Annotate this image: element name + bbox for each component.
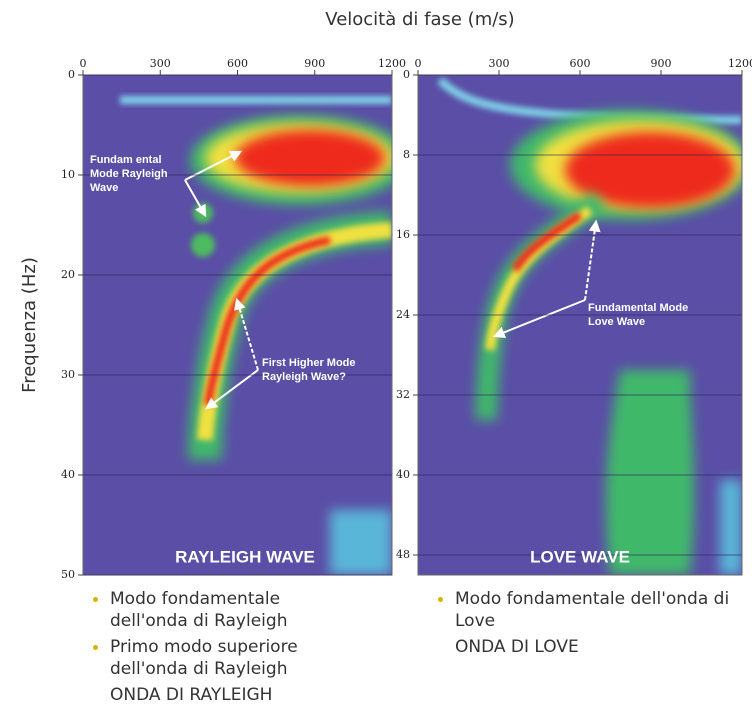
y-tick-label: 8	[403, 148, 410, 161]
panel-title: RAYLEIGH WAVE	[175, 547, 315, 566]
y-axis-title: Frequenza (Hz)	[19, 257, 40, 393]
x-tick-label: 900	[651, 57, 672, 70]
y-tick-label: 20	[61, 268, 75, 281]
spectrum-image	[418, 75, 742, 575]
annotation: Fundamental Mode	[588, 302, 688, 314]
y-tick-label: 48	[396, 548, 410, 561]
caption-label: ONDA DI RAYLEIGH	[110, 685, 273, 705]
caption-label: ONDA DI LOVE	[455, 637, 579, 657]
y-tick-label: 40	[396, 468, 410, 481]
caption: Modo fondamentale dell'onda di Love ONDA…	[433, 588, 733, 658]
x-tick-label: 600	[570, 57, 591, 70]
x-tick-label: 0	[80, 57, 87, 70]
x-tick-label: 900	[304, 57, 325, 70]
caption-item: Primo modo superiore dell'onda di Raylei…	[88, 636, 358, 680]
y-tick-label: 50	[61, 568, 75, 581]
y-tick-label: 32	[396, 388, 410, 401]
x-axis-title: Velocità di fase (m/s)	[325, 9, 514, 30]
annotation: Fundam ental	[90, 154, 162, 166]
x-tick-label: 600	[227, 57, 248, 70]
x-tick-label: 300	[489, 57, 510, 70]
annotation: Wave	[90, 182, 118, 194]
y-tick-label: 10	[61, 168, 75, 181]
y-tick-label: 24	[396, 308, 410, 321]
y-tick-label: 16	[396, 228, 410, 241]
annotation: Rayleigh Wave?	[262, 371, 346, 383]
annotation: Love Wave	[588, 316, 645, 328]
x-tick-label: 1200	[728, 57, 752, 70]
x-tick-label: 0	[415, 57, 422, 70]
x-tick-label: 300	[150, 57, 171, 70]
annotation: Mode Rayleigh	[90, 168, 168, 180]
y-tick-label: 30	[61, 368, 75, 381]
caption-item: Modo fondamentale dell'onda di Love	[433, 588, 733, 632]
caption-item: Modo fondamentale dell'onda di Rayleigh	[88, 588, 358, 632]
y-tick-label: 40	[61, 468, 75, 481]
caption: Modo fondamentale dell'onda di Rayleigh P…	[88, 588, 358, 706]
spectrum-image	[83, 75, 392, 575]
panel-title: LOVE WAVE	[530, 547, 630, 566]
y-tick-label: 0	[68, 68, 75, 81]
x-tick-label: 1200	[378, 57, 406, 70]
y-tick-label: 0	[403, 68, 410, 81]
annotation: First Higher Mode	[262, 357, 356, 369]
